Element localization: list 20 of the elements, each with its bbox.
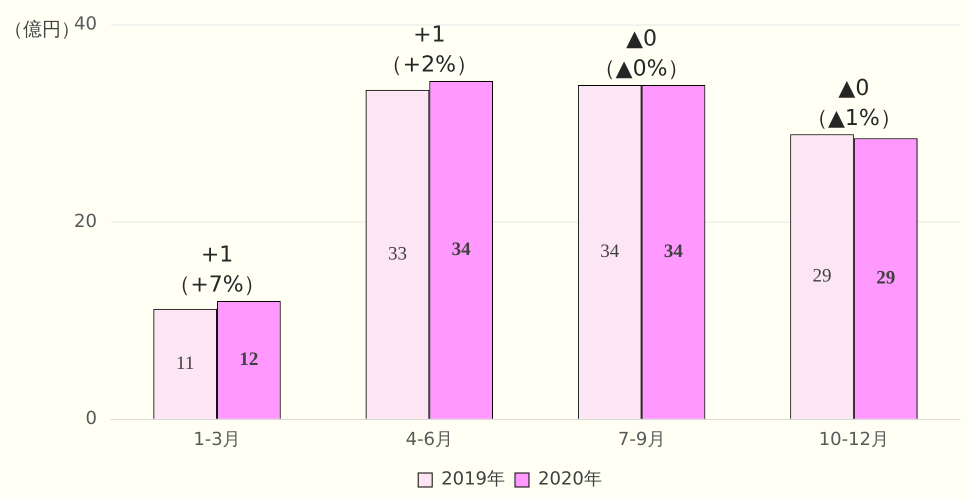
- data-label: 34: [452, 238, 472, 260]
- annotation: ▲0 （▲0%）: [594, 26, 690, 82]
- legend-label: 2020年: [538, 468, 602, 490]
- data-label: 29: [812, 266, 832, 287]
- x-tick-label: 10-12月: [818, 428, 890, 450]
- x-tick-label: 4-6月: [406, 428, 454, 450]
- data-label: 29: [876, 267, 896, 288]
- data-label: 34: [664, 240, 684, 262]
- data-label: 12: [239, 348, 258, 370]
- annotation: ▲0 （▲1%）: [806, 76, 902, 132]
- x-tick-label: 7-9月: [618, 428, 666, 450]
- annotation: +1 （+7%）: [168, 242, 266, 298]
- data-label: 11: [176, 352, 194, 374]
- annotation: +1 （+2%）: [380, 22, 478, 78]
- x-tick-label: 1-3月: [193, 428, 241, 450]
- data-label: 34: [600, 240, 620, 262]
- y-tick-label: 0: [85, 408, 97, 430]
- data-label: 33: [388, 243, 407, 264]
- legend-label: 2019年: [441, 468, 506, 490]
- y-tick-label: 20: [74, 210, 97, 232]
